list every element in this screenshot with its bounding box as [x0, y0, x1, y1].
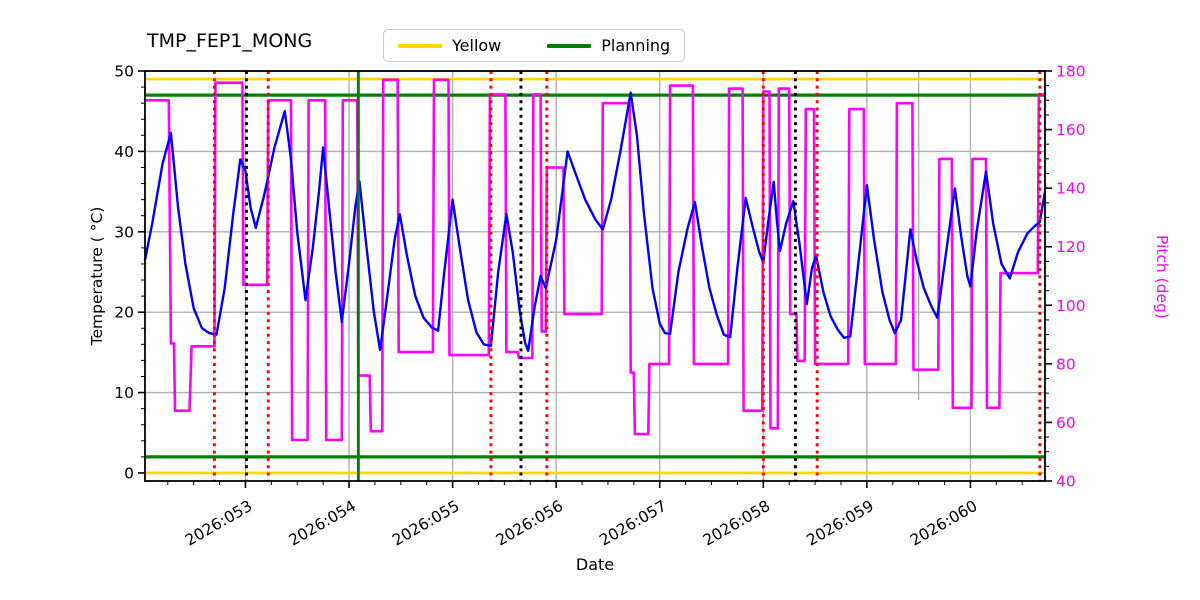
y-right-tick-label: 180 — [1056, 63, 1086, 81]
x-tick-label: 2026:054 — [286, 497, 359, 550]
y-left-tick-label: 50 — [114, 63, 134, 81]
y-left-tick-label: 0 — [124, 464, 134, 482]
chart-title: TMP_FEP1_MONG — [147, 30, 313, 52]
yellow-line-swatch — [398, 43, 442, 48]
x-axis-label-date: Date — [575, 555, 615, 574]
legend-label: Planning — [601, 36, 671, 55]
y-left-tick-label: 20 — [114, 304, 134, 322]
y-right-tick-label: 80 — [1056, 355, 1076, 373]
y-left-tick-label: 10 — [114, 384, 134, 402]
x-tick-label: 2026:053 — [182, 497, 255, 550]
y-axis-label-pitch: Pitch (deg) — [1153, 235, 1171, 319]
y-left-tick-label: 40 — [114, 143, 134, 161]
y-axis-label-temperature: Temperature ( °C) — [88, 206, 106, 346]
plot-border — [144, 70, 1046, 482]
x-tick-label: 2026:056 — [493, 497, 566, 550]
y-right-tick-label: 40 — [1056, 473, 1076, 491]
legend-item-planning: Planning — [547, 36, 670, 55]
legend-item-yellow: Yellow — [398, 36, 501, 55]
x-tick-label: 2026:058 — [700, 497, 773, 550]
x-tick-label: 2026:059 — [804, 497, 877, 550]
y-left-tick-label: 30 — [114, 223, 134, 241]
y-right-tick-label: 140 — [1056, 180, 1086, 198]
series-pitch — [143, 78, 1047, 442]
y-right-tick-label: 100 — [1056, 297, 1086, 315]
legend-label: Yellow — [452, 36, 502, 55]
x-tick-label: 2026:060 — [907, 497, 980, 550]
legend: Yellow Planning — [383, 29, 686, 62]
series-temperature — [143, 91, 1047, 352]
y-right-tick-label: 60 — [1056, 414, 1076, 432]
planning-line-swatch — [547, 43, 592, 48]
x-tick-label: 2026:055 — [389, 497, 462, 550]
y-right-tick-label: 120 — [1056, 238, 1086, 256]
y-right-tick-label: 160 — [1056, 121, 1086, 139]
x-tick-label: 2026:057 — [596, 497, 669, 550]
